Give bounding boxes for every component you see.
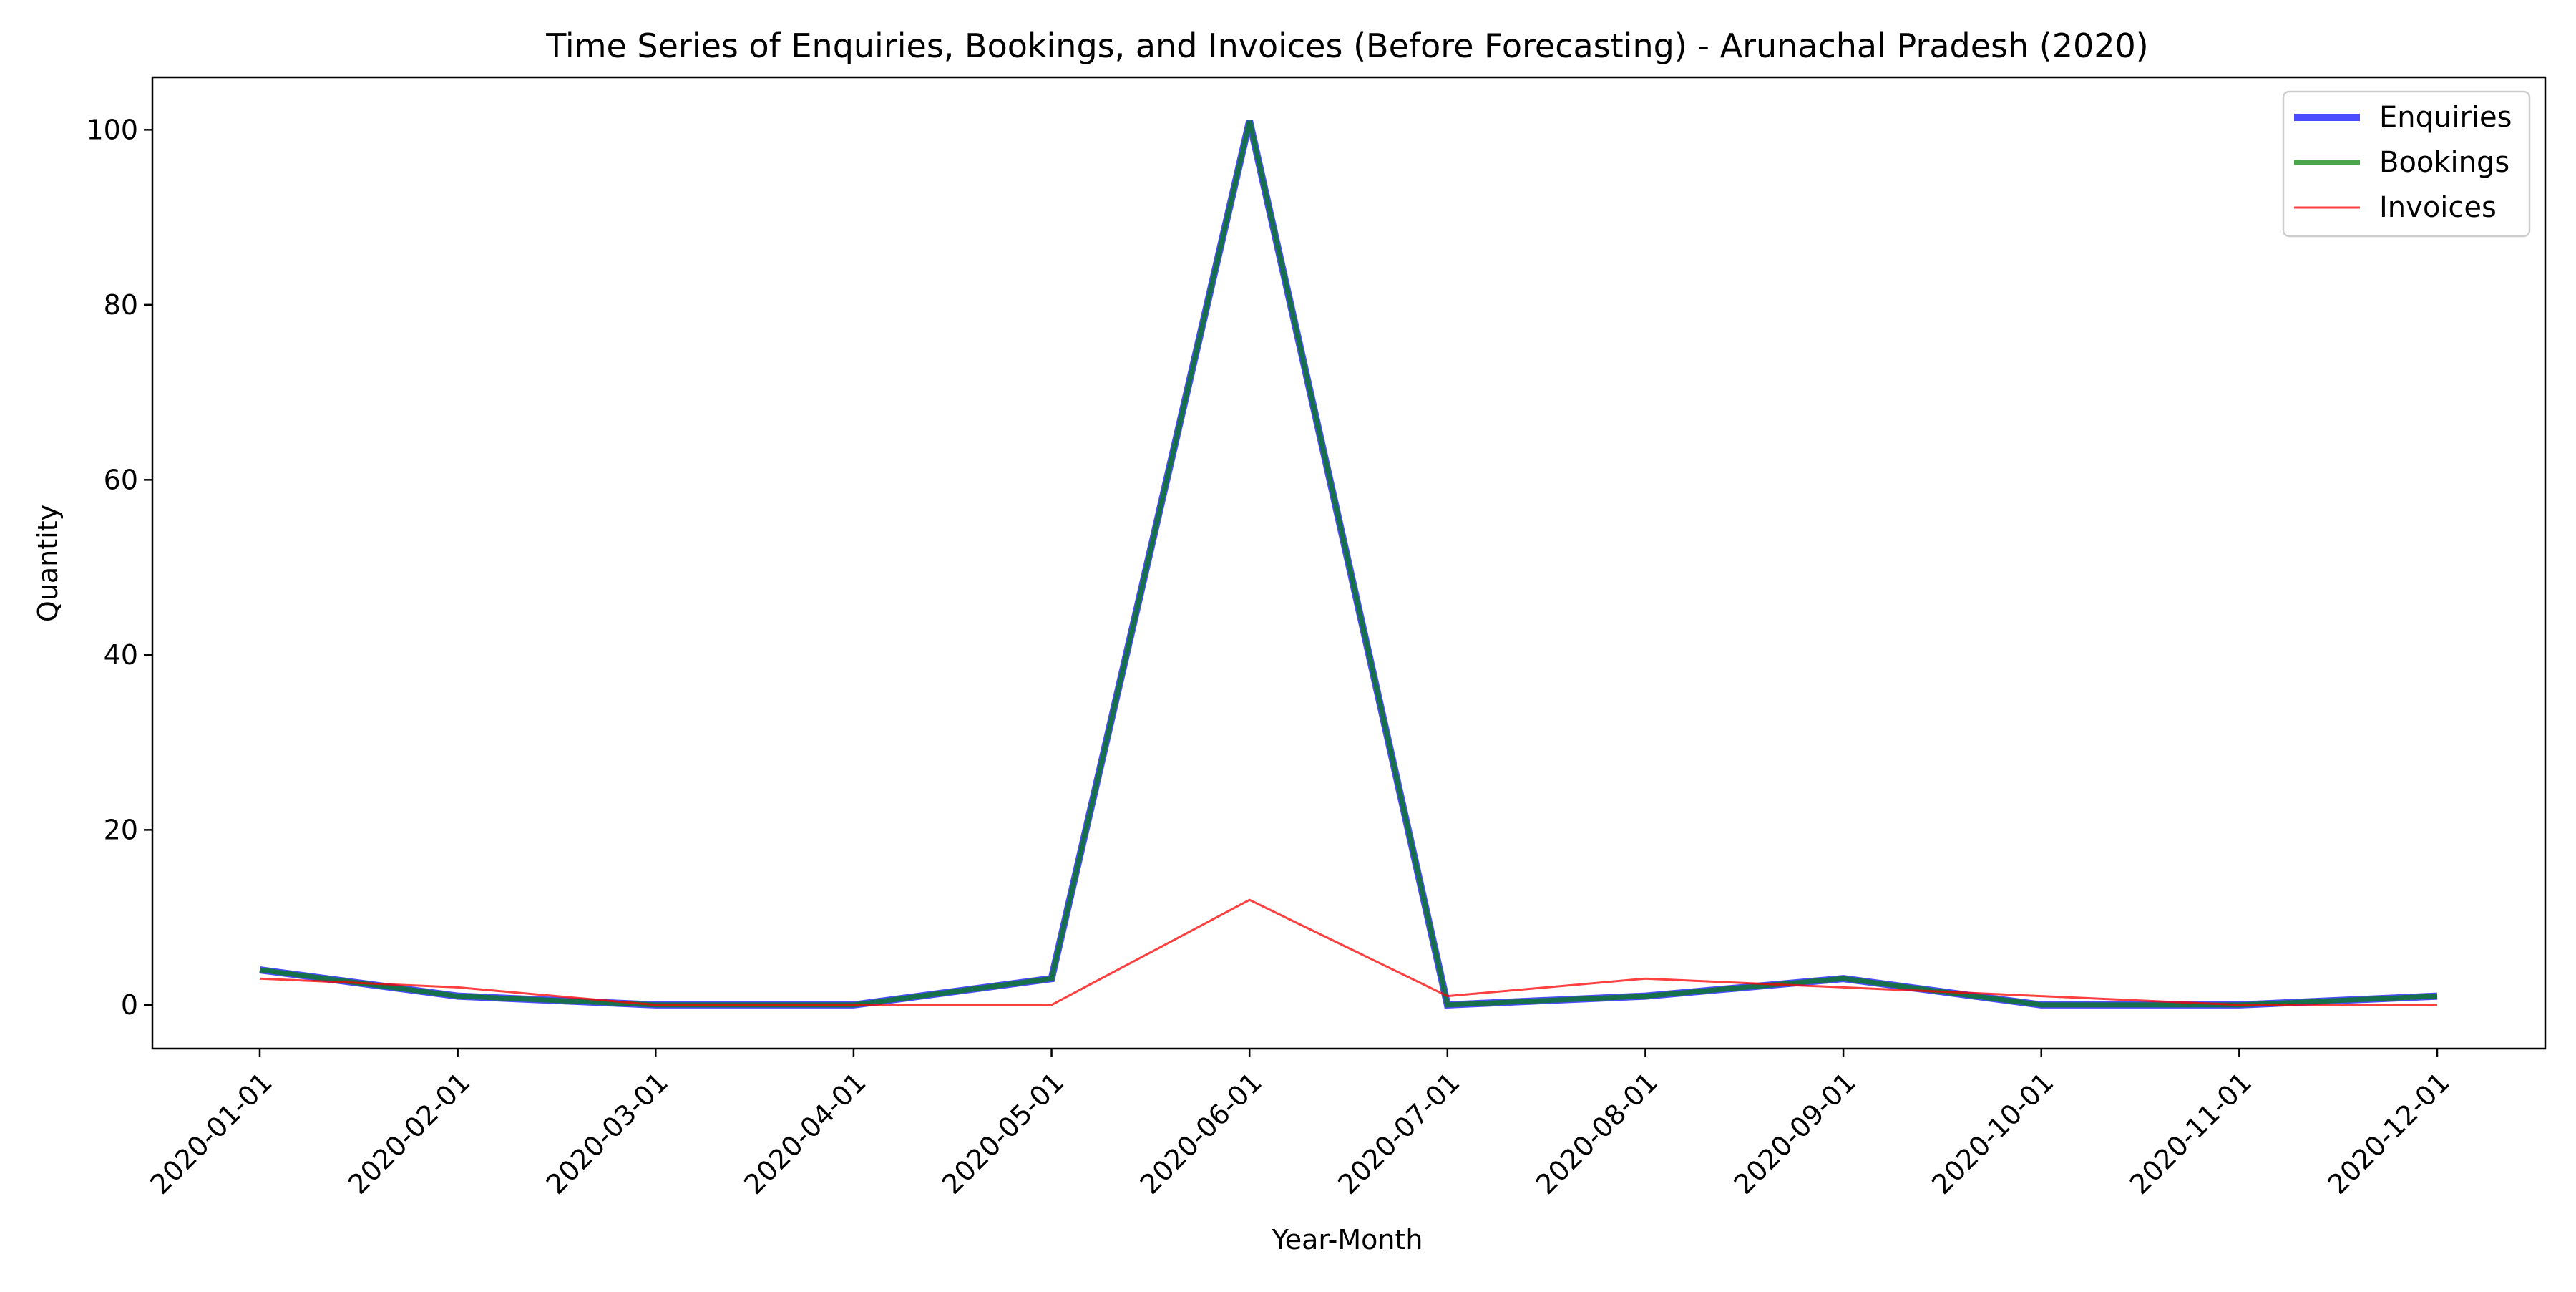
legend: Enquiries Bookings Invoices	[2282, 90, 2531, 238]
y-tick-label: 100	[86, 114, 138, 145]
legend-label-invoices: Invoices	[2379, 191, 2497, 224]
x-axis-label: Year-Month	[1272, 1224, 1423, 1255]
y-axis-label: Quantity	[32, 505, 64, 622]
y-tick-label: 40	[104, 639, 138, 671]
y-tick-label: 60	[104, 464, 138, 495]
legend-label-enquiries: Enquiries	[2379, 101, 2512, 134]
series-lines	[259, 120, 2438, 1009]
y-tick-label: 20	[104, 814, 138, 845]
chart-title: Time Series of Enquiries, Bookings, and …	[545, 26, 2149, 65]
y-tick-label: 0	[121, 989, 138, 1021]
y-axis: 0 20 40 60 80 100	[86, 114, 152, 1021]
y-tick-label: 80	[104, 289, 138, 321]
series-line-bookings	[259, 120, 2438, 1008]
legend-label-bookings: Bookings	[2379, 146, 2509, 179]
plot-frame	[151, 76, 2547, 1050]
legend-box	[2282, 90, 2531, 238]
series-line-invoices	[259, 898, 2437, 1006]
